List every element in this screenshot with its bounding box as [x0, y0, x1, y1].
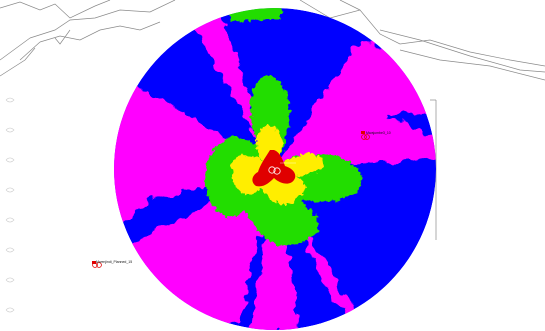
coverage-strongest	[252, 150, 296, 187]
boundary-lines	[0, 0, 545, 240]
tower-marker-icon	[364, 134, 370, 140]
tower-marker-icon	[361, 134, 367, 140]
tower-marker-icon	[273, 167, 281, 175]
site-center-marker[interactable]	[268, 162, 296, 175]
tower-marker-icon	[268, 166, 276, 174]
tower-marker-icon	[96, 262, 102, 268]
tower-marker-icon	[92, 262, 98, 268]
coverage-strong	[231, 126, 324, 205]
site-west-label: Mwenjindi_Planned_15	[96, 260, 132, 264]
tower-marker-icon	[361, 131, 365, 134]
edge-marks	[5, 97, 15, 313]
coverage-disc	[114, 8, 436, 330]
site-east-marker[interactable]: Mwajumbe3_10	[361, 131, 391, 140]
site-west-marker[interactable]: Mwenjindi_Planned_15	[92, 260, 132, 268]
coverage-medium	[205, 8, 362, 246]
site-east-label: Mwajumbe3_10	[366, 131, 391, 135]
